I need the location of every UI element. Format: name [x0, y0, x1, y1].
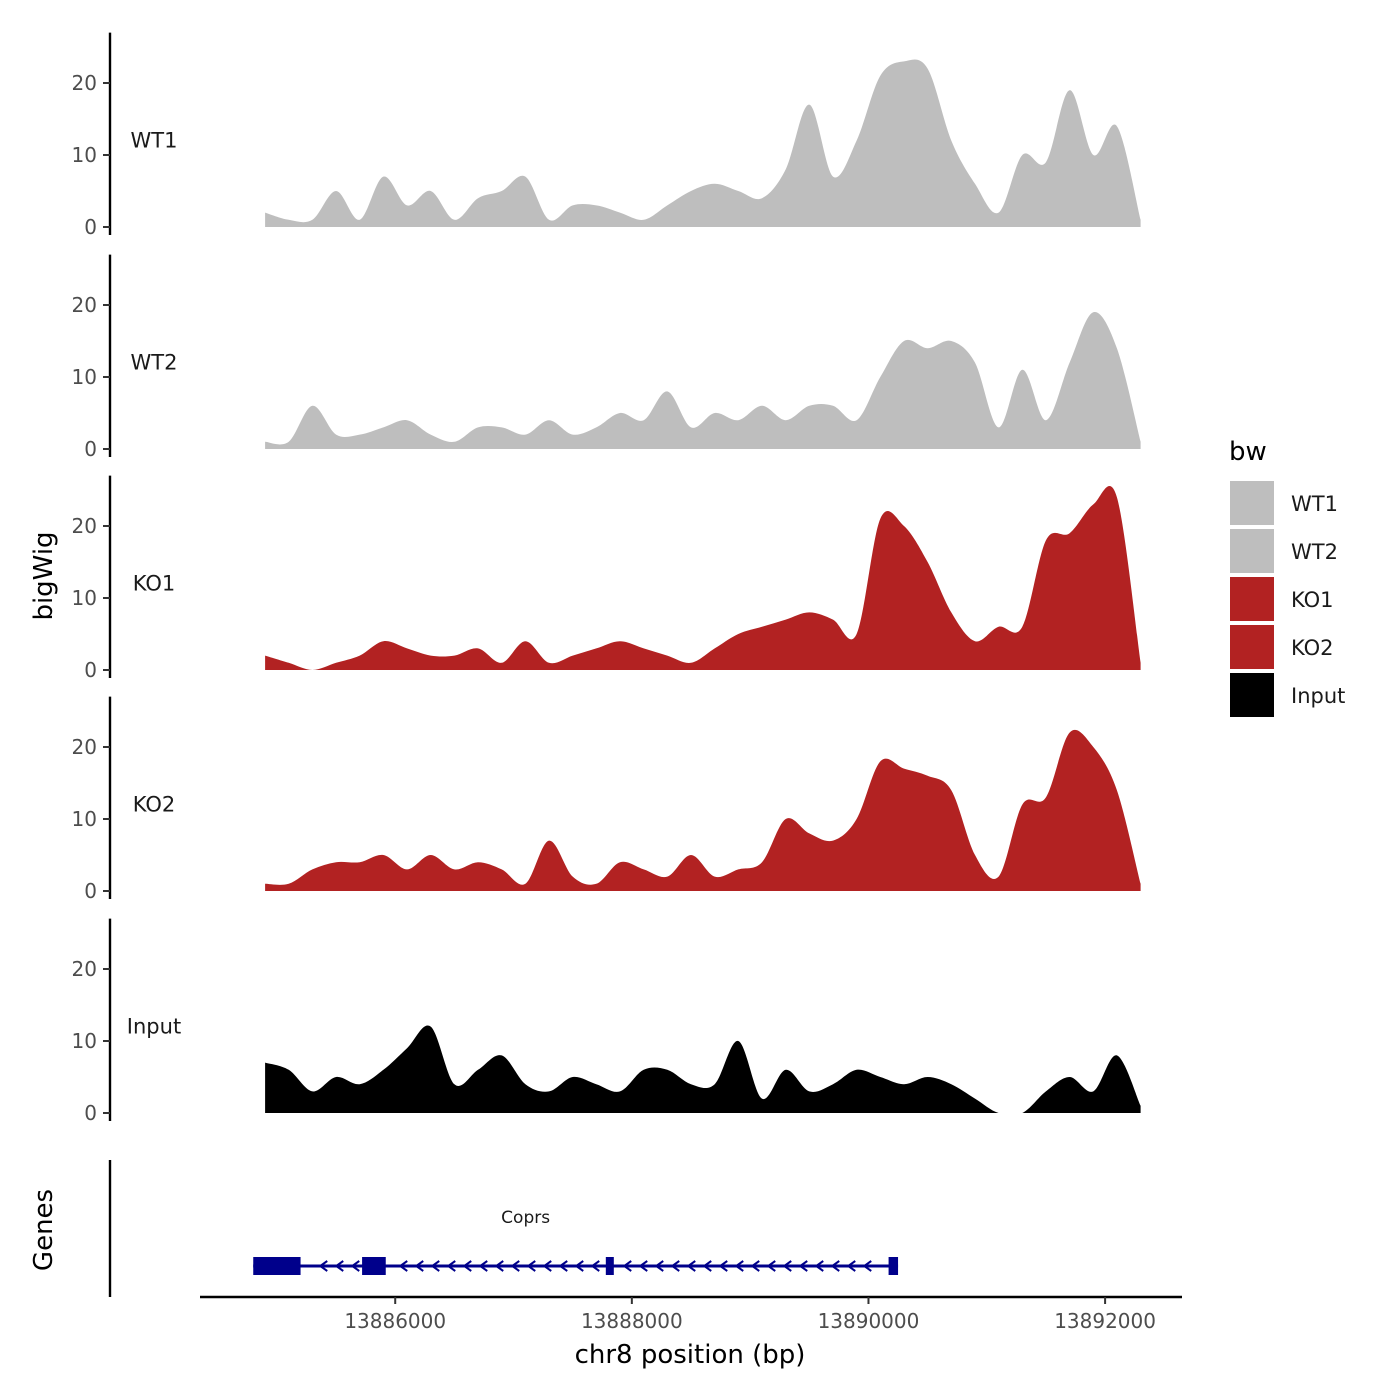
strand-chevron [590, 1260, 600, 1272]
strand-chevron [510, 1260, 520, 1272]
x-tick-label-13886000: 13886000 [344, 1309, 446, 1333]
track-ko2: 0 10 20 KO2 [72, 696, 1141, 903]
strand-chevron [494, 1260, 504, 1272]
legend: bw WT1 WT2 KO1 KO2 Input [1229, 437, 1345, 717]
strand-chevron [830, 1260, 840, 1272]
strand-chevron [622, 1260, 632, 1272]
legend-entry-ko1: KO1 [1230, 577, 1334, 621]
track-wt1: 0 10 20 WT1 [72, 32, 1141, 239]
y-tick-label-ko1-0: 0 [84, 658, 97, 682]
track-input: 0 10 20 Input [72, 918, 1141, 1125]
legend-title: bw [1229, 437, 1267, 467]
strand-chevron [654, 1260, 664, 1272]
y-tick-label-ko2-20: 20 [72, 735, 97, 759]
legend-label-ko1: KO1 [1291, 588, 1334, 612]
strand-chevron [846, 1260, 856, 1272]
legend-swatch-wt2 [1230, 529, 1274, 573]
area-wt2 [265, 311, 1141, 449]
y-axis-title-genes: Genes [29, 1189, 59, 1271]
exon-2 [362, 1257, 386, 1275]
strand-chevron [446, 1260, 456, 1272]
area-ko1 [265, 485, 1141, 670]
track-wt2: 0 10 20 WT2 [72, 254, 1141, 461]
y-tick-label-ko2-0: 0 [84, 879, 97, 903]
track-label-input: Input [127, 1015, 181, 1039]
legend-label-wt1: WT1 [1291, 492, 1338, 516]
x-tick-label-13890000: 13890000 [818, 1309, 920, 1333]
track-ko1: 0 10 20 KO1 [72, 475, 1141, 682]
track-label-ko2: KO2 [133, 793, 176, 817]
y-tick-label-wt1-0: 0 [84, 215, 97, 239]
bigwig-tracks: 0 10 20 WT1 0 10 20 WT2 0 10 20 KO1 0 10 20 KO2 0 10 20 Inp… [72, 32, 1141, 1125]
area-ko2 [265, 729, 1141, 891]
genes-track: Coprs [108, 1160, 899, 1297]
strand-chevron [398, 1260, 408, 1272]
strand-chevron [798, 1260, 808, 1272]
exon-4 [888, 1257, 899, 1275]
legend-swatch-ko2 [1230, 625, 1274, 669]
strand-chevron [334, 1260, 344, 1272]
y-tick-label-wt1-10: 10 [72, 143, 97, 167]
strand-chevron [462, 1260, 472, 1272]
strand-chevron [558, 1260, 568, 1272]
strand-chevron [526, 1260, 536, 1272]
track-label-wt1: WT1 [131, 129, 178, 153]
exon-3 [605, 1257, 614, 1275]
x-axis-title: chr8 position (bp) [575, 1340, 806, 1370]
gene-label: Coprs [501, 1208, 550, 1228]
strand-chevron [686, 1260, 696, 1272]
legend-entry-wt2: WT2 [1230, 529, 1338, 573]
y-tick-label-input-0: 0 [84, 1101, 97, 1125]
y-tick-label-ko1-20: 20 [72, 514, 97, 538]
legend-swatch-ko1 [1230, 577, 1274, 621]
strand-chevron [702, 1260, 712, 1272]
strand-chevron [782, 1260, 792, 1272]
y-tick-label-input-20: 20 [72, 957, 97, 981]
legend-swatch-input [1230, 673, 1274, 717]
legend-entry-input: Input [1230, 673, 1345, 717]
strand-chevron [318, 1260, 328, 1272]
strand-chevron [414, 1260, 424, 1272]
strand-chevron [430, 1260, 440, 1272]
legend-label-wt2: WT2 [1291, 540, 1338, 564]
strand-chevron [766, 1260, 776, 1272]
exon-1 [253, 1257, 301, 1275]
area-wt1 [265, 59, 1141, 227]
legend-label-input: Input [1291, 684, 1345, 708]
track-label-wt2: WT2 [131, 351, 178, 375]
strand-chevron [542, 1260, 552, 1272]
x-tick-label-13892000: 13892000 [1054, 1309, 1156, 1333]
x-axis: 13886000 13888000 13890000 13892000 [200, 1295, 1182, 1333]
track-label-ko1: KO1 [133, 572, 176, 596]
y-tick-label-ko1-10: 10 [72, 586, 97, 610]
strand-chevron [574, 1260, 584, 1272]
y-tick-label-wt2-10: 10 [72, 365, 97, 389]
strand-chevron [862, 1260, 872, 1272]
area-input [265, 1025, 1141, 1113]
strand-chevron [670, 1260, 680, 1272]
strand-chevron [814, 1260, 824, 1272]
y-tick-label-input-10: 10 [72, 1029, 97, 1053]
y-tick-label-wt2-20: 20 [72, 293, 97, 317]
y-tick-label-wt1-20: 20 [72, 71, 97, 95]
strand-chevron [734, 1260, 744, 1272]
gene-coprs: Coprs [253, 1208, 899, 1275]
legend-swatch-wt1 [1230, 481, 1274, 525]
strand-chevron [478, 1260, 488, 1272]
x-tick-label-13888000: 13888000 [581, 1309, 683, 1333]
legend-entry-ko2: KO2 [1230, 625, 1334, 669]
strand-chevron [638, 1260, 648, 1272]
legend-entry-wt1: WT1 [1230, 481, 1338, 525]
y-tick-label-ko2-10: 10 [72, 807, 97, 831]
legend-label-ko2: KO2 [1291, 636, 1334, 660]
strand-chevron [750, 1260, 760, 1272]
y-tick-label-wt2-0: 0 [84, 437, 97, 461]
strand-chevron [718, 1260, 728, 1272]
y-axis-title-bigwig: bigWig [29, 531, 59, 620]
strand-chevron [350, 1260, 360, 1272]
